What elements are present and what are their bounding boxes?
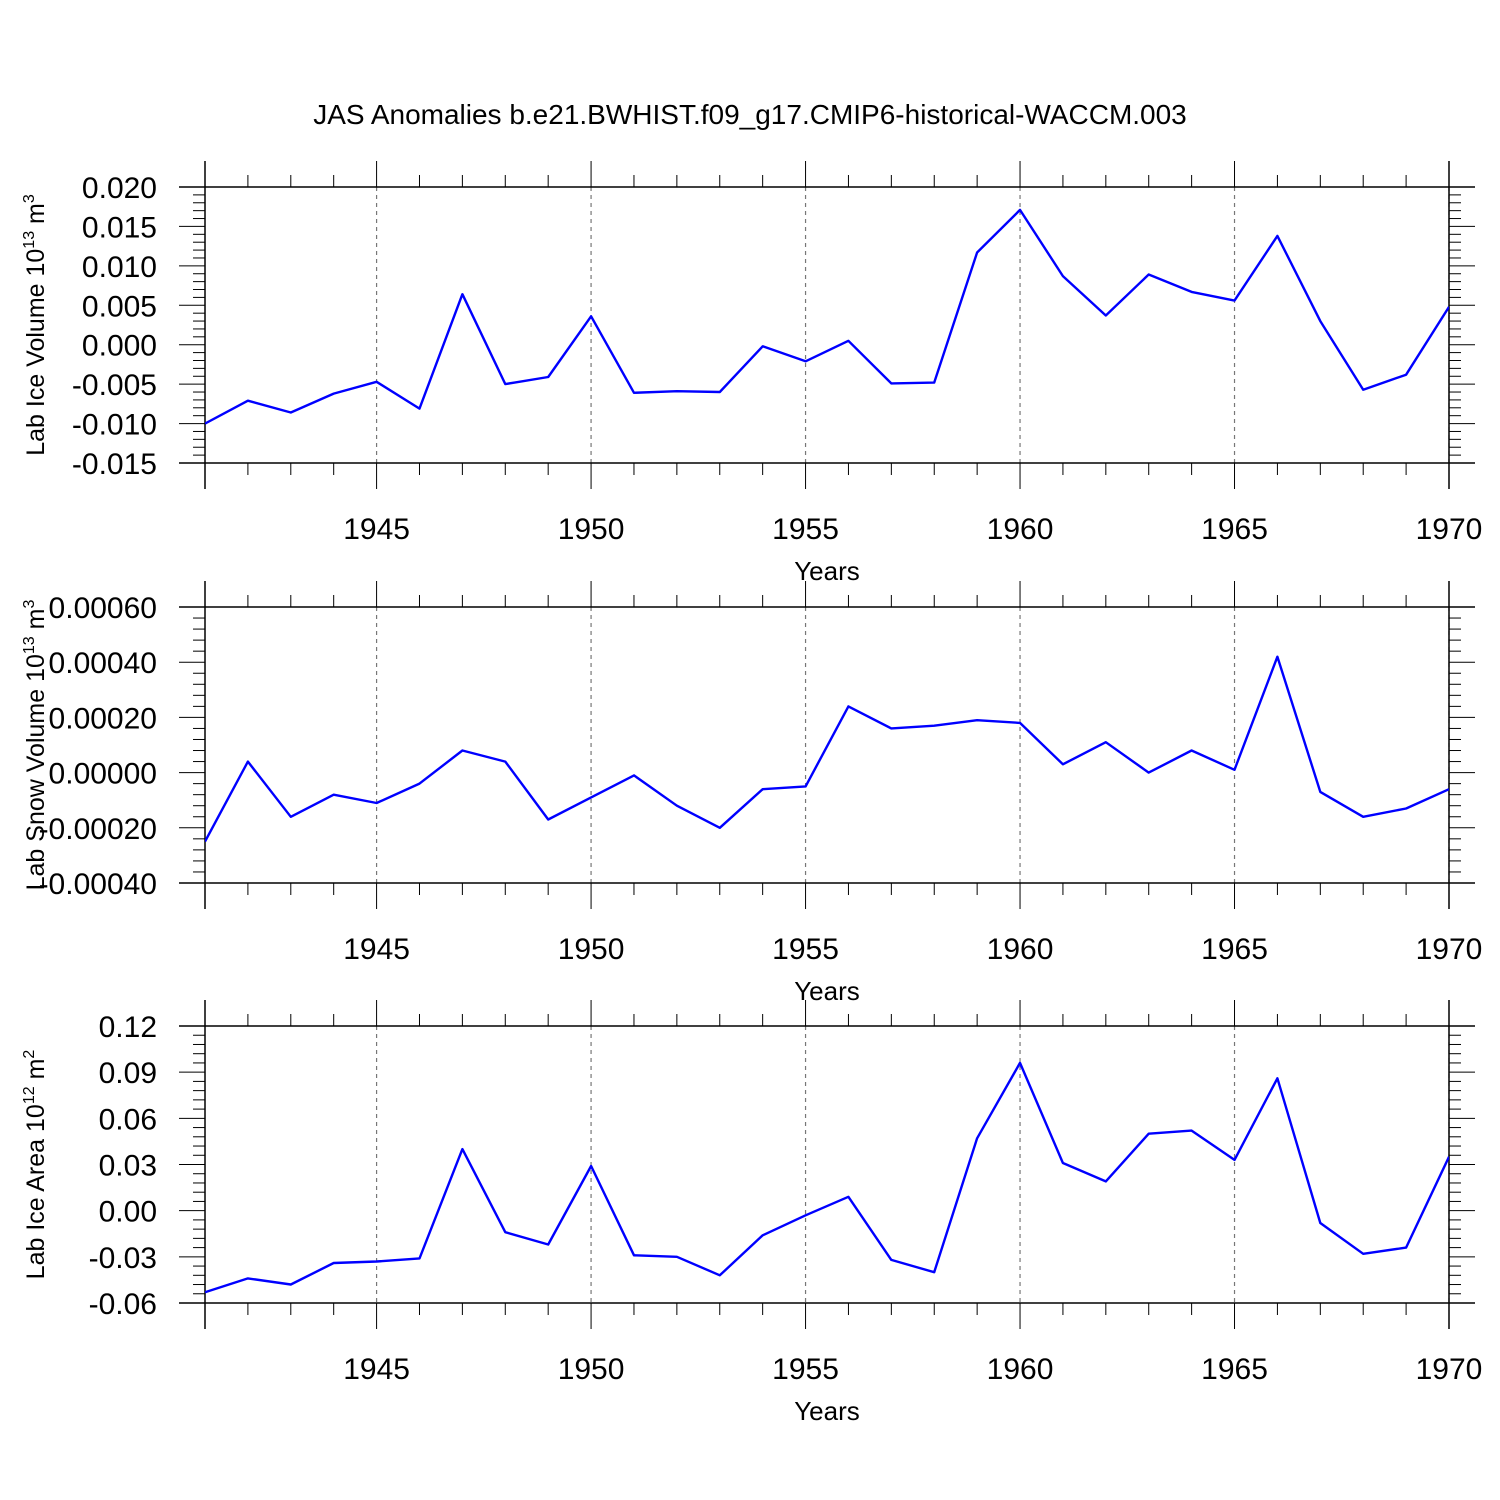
y-axis-title: Lab Ice Area 1012 m2 [21,1050,50,1280]
y-axis-title: Lab Ice Volume 1013 m3 [21,194,50,456]
y-axis-title-text: Lab Ice Area 10 [22,1104,50,1279]
x-tick-label: 1960 [987,1353,1054,1386]
y-tick-label: 0.00 [99,1196,157,1229]
y-axis-title-text: Lab Ice Volume 10 [22,249,50,456]
y-axis-title-superscript: 13 [21,231,38,249]
x-tick-label: 1970 [1416,513,1483,546]
x-tick-label: 1970 [1416,1353,1483,1386]
chart-panel-3: -0.06 -0.03 0.00 0.03 0.06 0.09 0.12 1945 1950 19… [21,1000,1482,1426]
y-tick-label: -0.03 [89,1242,157,1275]
x-axis-title: Years [794,976,860,1006]
chart-panel-2: -0.00040 -0.00020 0.00000 0.00020 0.00040 0.0… [21,581,1482,1006]
x-tick-label: 1945 [343,1353,410,1386]
y-tick-label: 0.000 [82,330,157,363]
x-tick-label: 1945 [343,513,410,546]
y-tick-label: -0.015 [72,448,157,481]
x-tick-label: 1970 [1416,933,1483,966]
main-title: JAS Anomalies b.e21.BWHIST.f09_g17.CMIP6… [313,99,1187,130]
y-axis-title-superscript: 12 [21,1086,38,1104]
series-line [205,655,1449,843]
y-tick-label: 0.00040 [49,647,157,680]
y-tick-label: 0.06 [99,1103,157,1136]
x-tick-label: 1950 [558,513,625,546]
x-tick-label: 1950 [558,933,625,966]
x-tick-label: 1950 [558,1353,625,1386]
y-tick-label: 0.12 [99,1011,157,1044]
y-axis-title: Lab Snow Volume 1013 m3 [21,600,50,891]
y-axis-title-text: m [22,609,50,637]
y-tick-label: 0.00020 [49,702,157,735]
x-tick-label: 1960 [987,513,1054,546]
series-line [205,1061,1449,1294]
x-tick-label: 1945 [343,933,410,966]
y-tick-label: 0.00000 [49,758,157,791]
x-tick-label: 1955 [772,933,839,966]
x-axis-title: Years [794,1396,860,1426]
x-tick-label: 1955 [772,1353,839,1386]
y-axis-title-superscript: 2 [21,1050,38,1059]
y-tick-label: 0.09 [99,1057,157,1090]
panels: -0.015 -0.010 -0.005 0.000 0.005 0.010 0.015 0.… [21,161,1482,1426]
y-tick-label: -0.00020 [39,813,157,846]
chart-panel-1: -0.015 -0.010 -0.005 0.000 0.005 0.010 0.015 0.… [21,161,1482,586]
y-tick-label: 0.00060 [49,592,157,625]
x-tick-label: 1965 [1201,1353,1268,1386]
y-tick-label: 0.020 [82,172,157,205]
y-tick-label: 0.015 [82,211,157,244]
series-line [205,208,1449,425]
y-tick-label: 0.010 [82,251,157,284]
x-tick-label: 1965 [1201,933,1268,966]
x-tick-label: 1955 [772,513,839,546]
y-axis-title-text: Lab Snow Volume 10 [22,654,50,890]
y-tick-label: -0.00040 [39,868,157,901]
y-axis-title-superscript: 13 [21,636,38,654]
y-tick-label: -0.010 [72,409,157,442]
y-axis-title-text: m [22,1059,50,1087]
y-axis-title-text: m [22,203,50,231]
y-tick-label: -0.06 [89,1288,157,1321]
y-tick-label: 0.03 [99,1150,157,1183]
y-tick-label: -0.005 [72,369,157,402]
x-axis-title: Years [794,556,860,586]
y-axis-title-superscript: 3 [21,600,38,609]
x-tick-label: 1960 [987,933,1054,966]
x-tick-label: 1965 [1201,513,1268,546]
y-tick-label: 0.005 [82,290,157,323]
y-axis-title-superscript: 3 [21,194,38,203]
